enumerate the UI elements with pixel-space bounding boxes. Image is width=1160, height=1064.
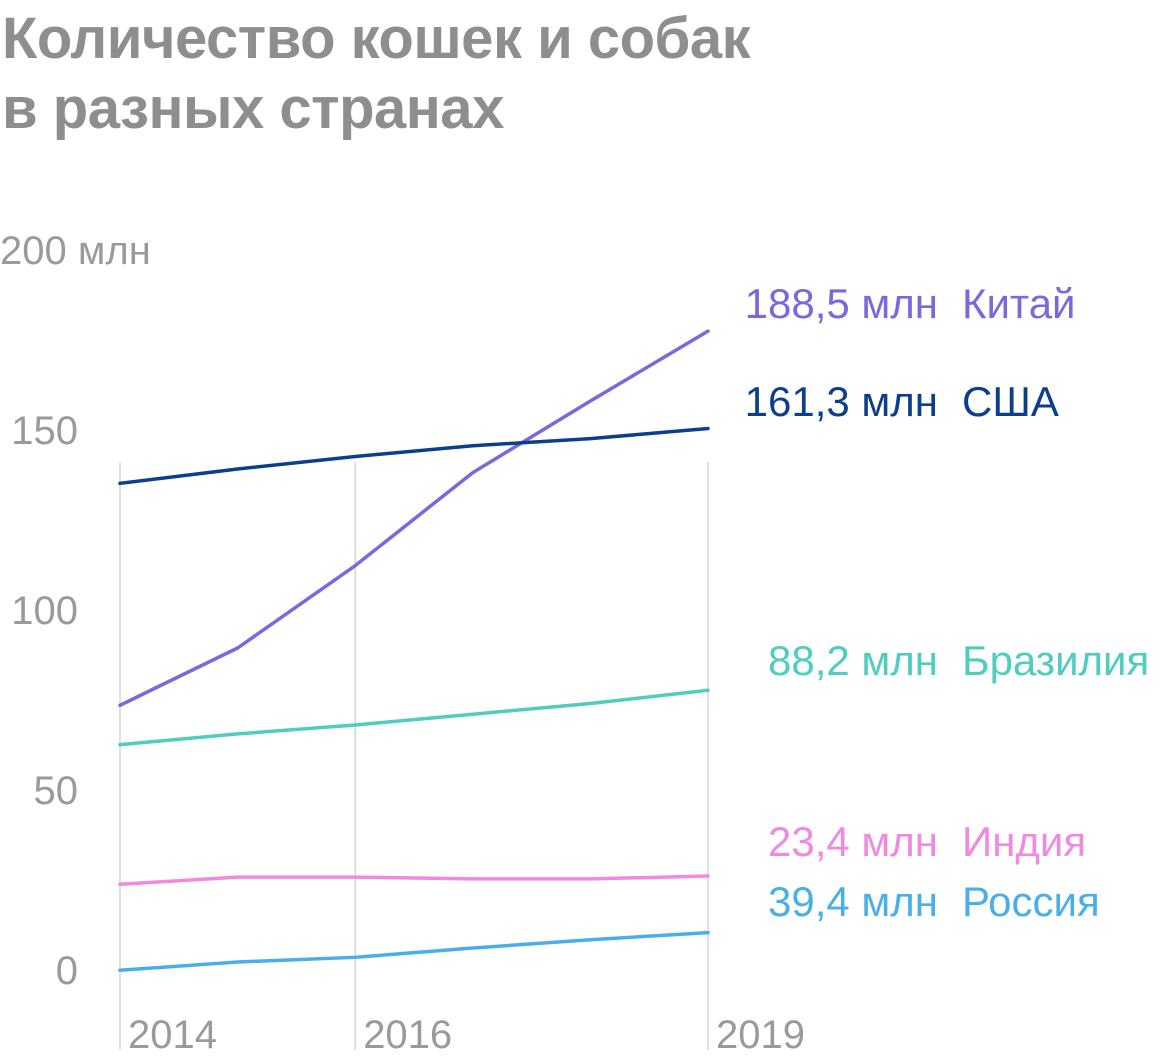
y-tick-label: 150: [11, 409, 78, 453]
series-name-label: Бразилия: [962, 637, 1149, 684]
chart-title-line-2: в разных странах: [2, 76, 504, 141]
series-name-label: США: [962, 378, 1059, 425]
y-tick-label: 100: [11, 589, 78, 633]
series-value-label: 23,4 млн: [768, 818, 938, 865]
series-line-3: [118, 874, 710, 887]
chart-title: Количество кошек и собак в разных страна…: [2, 4, 751, 144]
series-line-0: [118, 329, 710, 708]
series-value-label: 188,5 млн: [745, 280, 938, 327]
x-tick-label: 2016: [363, 1013, 452, 1057]
series-line-4: [118, 930, 710, 972]
series-name-label: Россия: [962, 878, 1100, 925]
x-tick-label: 2014: [128, 1013, 217, 1057]
series-value-label: 39,4 млн: [768, 878, 938, 925]
series-name-label: Китай: [962, 280, 1076, 327]
series-line-2: [118, 688, 710, 747]
chart-title-line-1: Количество кошек и собак: [2, 6, 751, 71]
y-tick-label: 0: [56, 949, 78, 993]
x-tick-label: 2019: [716, 1013, 805, 1057]
series-line-1: [118, 426, 710, 486]
y-tick-label: 50: [34, 769, 79, 813]
y-tick-label: 200 млн: [0, 229, 151, 273]
series-name-label: Индия: [962, 818, 1086, 865]
series-value-label: 161,3 млн: [745, 378, 938, 425]
series-value-label: 88,2 млн: [768, 637, 938, 684]
